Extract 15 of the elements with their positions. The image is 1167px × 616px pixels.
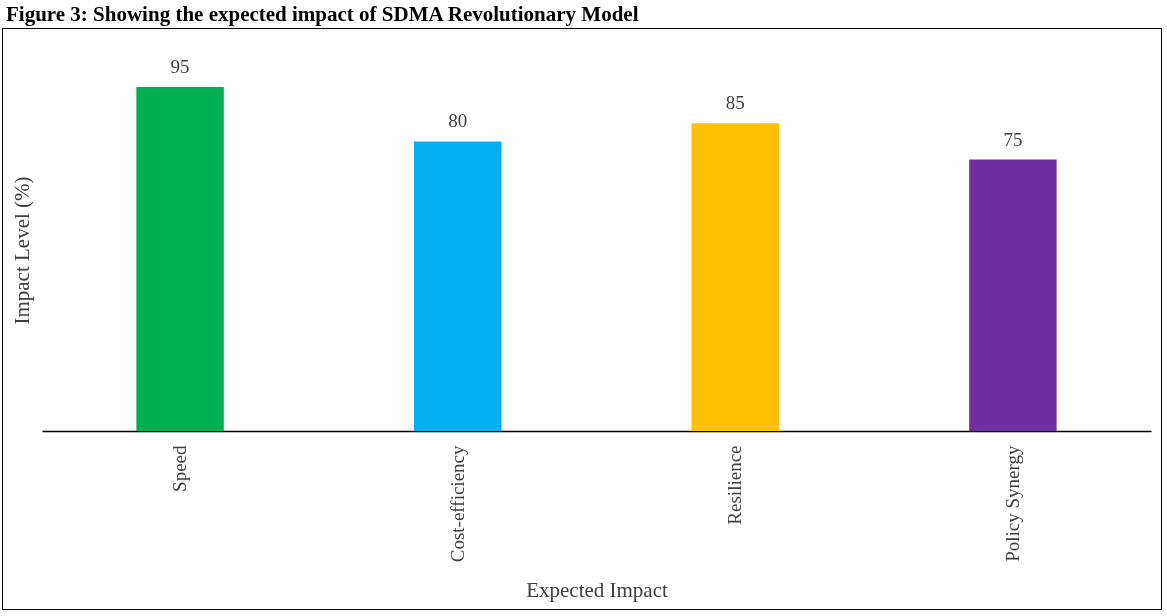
data-label: 85 — [725, 92, 745, 114]
x-tick-label: Policy Synergy — [1001, 445, 1023, 562]
bar — [413, 141, 502, 431]
bar — [969, 159, 1057, 431]
x-axis-title: Expected Impact — [526, 578, 668, 603]
chart-title: Figure 3: Showing the expected impact of SDMA Revolutionary Model — [5, 1, 640, 28]
data-label: 95 — [170, 56, 190, 78]
data-label: 80 — [448, 110, 468, 132]
y-axis-title: Impact Level (%) — [9, 176, 34, 325]
x-tick-label: Resilience — [724, 445, 746, 525]
data-label: 75 — [1003, 128, 1023, 150]
x-tick-label: Speed — [169, 445, 191, 492]
x-tick-label: Cost-efficiency — [446, 445, 468, 563]
bar — [691, 123, 780, 431]
bar — [136, 87, 224, 431]
